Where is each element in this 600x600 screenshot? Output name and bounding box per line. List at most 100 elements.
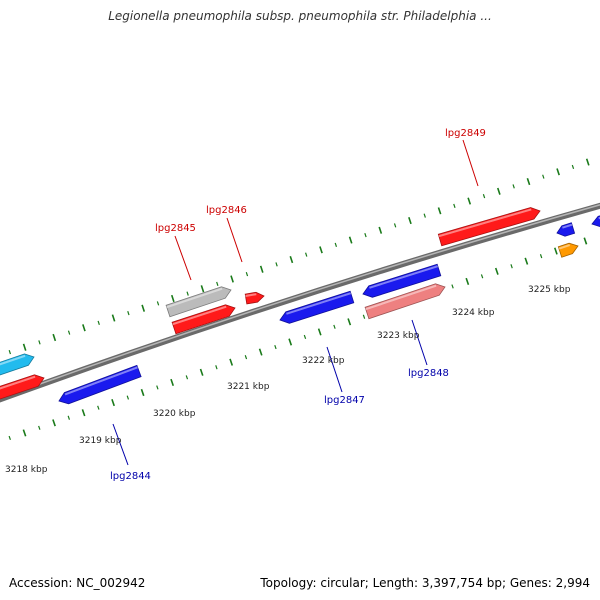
tick-mark bbox=[423, 213, 426, 218]
map-title: Legionella pneumophila subsp. pneumophil… bbox=[108, 9, 492, 23]
tick-mark bbox=[97, 320, 100, 325]
tick-mark bbox=[364, 233, 367, 238]
gene-orange-right[interactable] bbox=[557, 242, 579, 258]
tick-mark bbox=[510, 264, 513, 269]
tick-mark bbox=[38, 425, 41, 430]
gene-lpg2845[interactable] bbox=[165, 286, 232, 318]
tick-mark bbox=[126, 395, 130, 400]
gene-label-lpg2848[interactable]: lpg2848 bbox=[408, 368, 449, 379]
genome-summary: Topology: circular; Length: 3,397,754 bp… bbox=[260, 576, 590, 590]
gene-blue-edge[interactable] bbox=[591, 213, 600, 228]
scale-label-3223: 3223 kbp bbox=[377, 331, 420, 341]
tick-mark bbox=[81, 409, 86, 417]
gene-label-lpg2846[interactable]: lpg2846 bbox=[206, 205, 247, 216]
tick-mark bbox=[274, 344, 277, 350]
tick-mark bbox=[127, 311, 130, 316]
gene-labels[interactable]: lpg2844 lpg2845 lpg2846 lpg2847 lpg2848 … bbox=[110, 128, 486, 482]
tick-mark bbox=[82, 324, 86, 332]
tick-mark bbox=[524, 257, 529, 265]
tick-mark bbox=[170, 294, 175, 303]
tick-mark bbox=[141, 304, 146, 312]
tick-mark bbox=[111, 314, 116, 322]
tick-mark bbox=[553, 247, 558, 255]
tick-mark bbox=[494, 267, 499, 275]
tick-mark bbox=[170, 378, 175, 386]
tick-mark bbox=[67, 415, 71, 420]
scale-label-3224: 3224 kbp bbox=[452, 308, 495, 318]
gene-features bbox=[0, 207, 600, 405]
scale-label-3218: 3218 kbp bbox=[5, 465, 48, 475]
gene-label-lpg2849[interactable]: lpg2849 bbox=[445, 128, 486, 139]
tick-mark bbox=[288, 338, 293, 346]
tick-mark bbox=[583, 237, 588, 245]
tick-mark bbox=[305, 252, 308, 257]
scale-label-3225: 3225 kbp bbox=[528, 285, 571, 295]
tick-mark bbox=[378, 226, 383, 234]
tick-mark bbox=[437, 207, 442, 215]
tick-mark bbox=[52, 419, 56, 427]
gene-lpg2847[interactable] bbox=[279, 290, 355, 324]
tick-mark bbox=[38, 340, 41, 345]
gene-blue-3223[interactable] bbox=[362, 263, 442, 298]
gene-label-lpg2847[interactable]: lpg2847 bbox=[324, 395, 365, 406]
tick-mark bbox=[393, 223, 397, 228]
scale-label-3219: 3219 kbp bbox=[79, 436, 122, 446]
tick-mark bbox=[199, 368, 204, 376]
tick-mark bbox=[480, 274, 484, 279]
tick-mark bbox=[348, 236, 353, 244]
tick-mark bbox=[496, 187, 501, 195]
tick-mark bbox=[556, 168, 560, 176]
tick-mark bbox=[245, 272, 249, 277]
gene-label-lpg2844[interactable]: lpg2844 bbox=[110, 471, 151, 482]
scale-label-3221: 3221 kbp bbox=[227, 382, 270, 392]
genome-backbone bbox=[0, 202, 600, 403]
tick-mark bbox=[362, 314, 366, 319]
tick-mark bbox=[8, 350, 12, 355]
tick-mark bbox=[467, 197, 472, 205]
tick-mark bbox=[200, 285, 205, 293]
tick-mark bbox=[303, 334, 307, 340]
tick-mark bbox=[482, 194, 486, 199]
tick-mark bbox=[156, 301, 160, 306]
scale-labels: 3218 kbp 3219 kbp 3220 kbp 3221 kbp 3222… bbox=[5, 285, 571, 475]
tick-mark bbox=[571, 164, 575, 169]
tick-mark bbox=[111, 399, 115, 407]
tick-mark bbox=[244, 355, 248, 360]
accession-label: Accession: NC_002942 bbox=[9, 576, 146, 590]
gene-lpg2844[interactable] bbox=[58, 364, 142, 405]
gene-lpg2848[interactable] bbox=[364, 283, 446, 320]
forward-tick-track bbox=[8, 158, 590, 355]
tick-mark bbox=[333, 324, 336, 329]
tick-mark bbox=[453, 203, 456, 208]
tick-mark bbox=[215, 365, 218, 370]
tick-mark bbox=[140, 388, 145, 397]
tick-mark bbox=[347, 318, 352, 326]
tick-mark bbox=[408, 216, 412, 225]
tick-mark bbox=[275, 262, 278, 267]
tick-mark bbox=[334, 242, 338, 247]
gene-red-3220[interactable] bbox=[171, 304, 236, 335]
tick-mark bbox=[542, 174, 545, 179]
tick-mark bbox=[259, 265, 264, 273]
tick-mark bbox=[289, 255, 294, 264]
tick-mark bbox=[512, 184, 515, 189]
gene-label-lpg2845[interactable]: lpg2845 bbox=[155, 223, 196, 234]
gene-cyan-left[interactable] bbox=[0, 353, 35, 378]
tick-mark bbox=[97, 405, 100, 410]
gene-lpg2846[interactable] bbox=[244, 291, 265, 305]
tick-mark bbox=[451, 284, 454, 289]
tick-mark bbox=[585, 158, 590, 166]
tick-mark bbox=[465, 277, 470, 285]
tick-mark bbox=[539, 254, 543, 259]
gene-blue-right[interactable] bbox=[556, 222, 576, 237]
tick-mark bbox=[186, 291, 189, 296]
tick-mark bbox=[8, 435, 11, 441]
tick-mark bbox=[67, 330, 71, 335]
tick-mark bbox=[22, 429, 27, 437]
gene-lpg2849[interactable] bbox=[437, 207, 541, 247]
callout-lines bbox=[112, 139, 479, 466]
tick-mark bbox=[317, 328, 322, 336]
tick-mark bbox=[185, 375, 189, 380]
gene-red-left[interactable] bbox=[0, 374, 45, 402]
